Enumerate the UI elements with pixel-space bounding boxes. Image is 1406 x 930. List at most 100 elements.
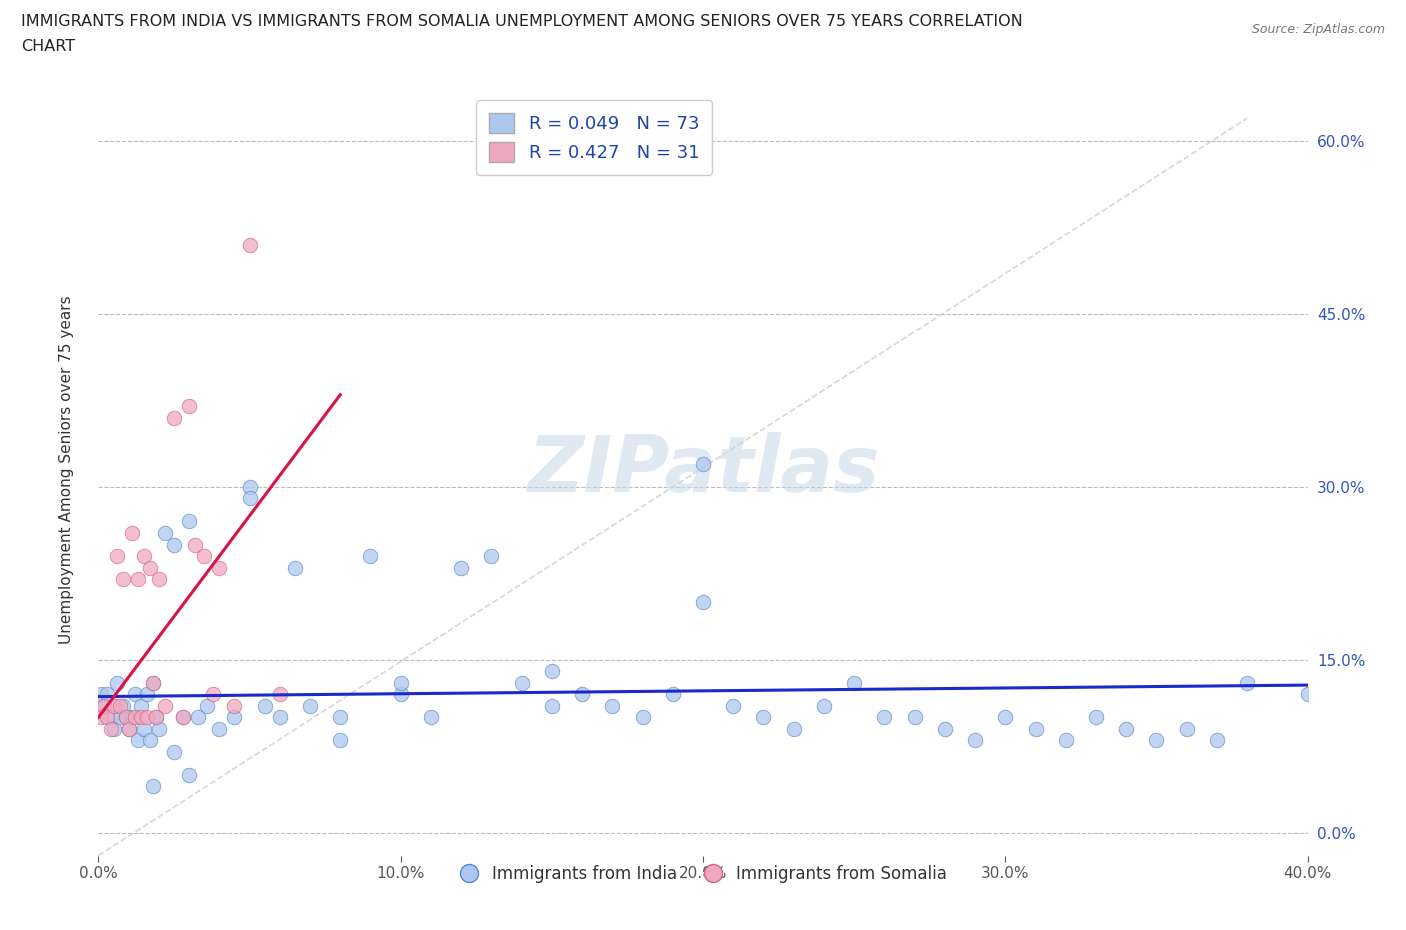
- Point: [142, 675, 165, 690]
- Point: [692, 457, 714, 472]
- Point: [108, 710, 131, 724]
- Point: [103, 698, 125, 713]
- Point: [934, 722, 956, 737]
- Point: [631, 710, 654, 724]
- Point: [1115, 722, 1137, 737]
- Point: [111, 572, 134, 587]
- Point: [602, 698, 624, 713]
- Point: [360, 549, 382, 564]
- Point: [145, 710, 167, 724]
- Point: [1144, 733, 1167, 748]
- Point: [540, 698, 562, 713]
- Point: [269, 687, 291, 702]
- Point: [994, 710, 1017, 724]
- Text: CHART: CHART: [21, 39, 75, 54]
- Point: [179, 514, 201, 529]
- Point: [269, 710, 291, 724]
- Point: [153, 525, 176, 540]
- Point: [1054, 733, 1077, 748]
- Text: IMMIGRANTS FROM INDIA VS IMMIGRANTS FROM SOMALIA UNEMPLOYMENT AMONG SENIORS OVER: IMMIGRANTS FROM INDIA VS IMMIGRANTS FROM…: [21, 14, 1022, 29]
- Point: [100, 710, 122, 724]
- Point: [661, 687, 683, 702]
- Point: [202, 687, 225, 702]
- Point: [224, 698, 246, 713]
- Point: [103, 722, 125, 737]
- Point: [179, 399, 201, 414]
- Point: [187, 710, 209, 724]
- Point: [148, 572, 170, 587]
- Point: [299, 698, 322, 713]
- Point: [1236, 675, 1258, 690]
- Point: [139, 560, 162, 575]
- Point: [510, 675, 533, 690]
- Point: [135, 687, 157, 702]
- Point: [142, 675, 165, 690]
- Point: [329, 733, 352, 748]
- Point: [481, 549, 503, 564]
- Point: [124, 687, 146, 702]
- Point: [129, 710, 152, 724]
- Point: [208, 560, 231, 575]
- Point: [163, 410, 186, 425]
- Point: [1024, 722, 1046, 737]
- Point: [239, 480, 262, 495]
- Point: [135, 710, 157, 724]
- Point: [132, 549, 155, 564]
- Point: [965, 733, 987, 748]
- Point: [118, 722, 141, 737]
- Point: [224, 710, 246, 724]
- Point: [90, 710, 112, 724]
- Point: [179, 767, 201, 782]
- Point: [127, 733, 149, 748]
- Point: [1296, 687, 1319, 702]
- Point: [844, 675, 866, 690]
- Point: [195, 698, 218, 713]
- Point: [124, 710, 146, 724]
- Point: [114, 710, 136, 724]
- Point: [118, 722, 141, 737]
- Point: [253, 698, 276, 713]
- Point: [752, 710, 775, 724]
- Point: [145, 710, 167, 724]
- Text: Source: ZipAtlas.com: Source: ZipAtlas.com: [1251, 23, 1385, 36]
- Point: [329, 710, 352, 724]
- Point: [723, 698, 745, 713]
- Point: [129, 698, 152, 713]
- Point: [904, 710, 927, 724]
- Point: [163, 538, 186, 552]
- Point: [193, 549, 215, 564]
- Text: ZIPatlas: ZIPatlas: [527, 432, 879, 508]
- Point: [450, 560, 472, 575]
- Point: [139, 733, 162, 748]
- Point: [540, 664, 562, 679]
- Point: [121, 710, 143, 724]
- Point: [208, 722, 231, 737]
- Point: [783, 722, 806, 737]
- Point: [571, 687, 593, 702]
- Point: [1085, 710, 1108, 724]
- Point: [172, 710, 194, 724]
- Y-axis label: Unemployment Among Seniors over 75 years: Unemployment Among Seniors over 75 years: [59, 296, 75, 644]
- Point: [96, 687, 118, 702]
- Point: [163, 745, 186, 760]
- Point: [873, 710, 896, 724]
- Point: [284, 560, 307, 575]
- Point: [93, 698, 115, 713]
- Point: [153, 698, 176, 713]
- Point: [239, 237, 262, 252]
- Point: [93, 698, 115, 713]
- Point: [420, 710, 443, 724]
- Point: [105, 675, 128, 690]
- Point: [389, 675, 412, 690]
- Point: [692, 594, 714, 609]
- Point: [114, 710, 136, 724]
- Point: [148, 722, 170, 737]
- Point: [100, 722, 122, 737]
- Point: [90, 687, 112, 702]
- Point: [813, 698, 835, 713]
- Point: [389, 687, 412, 702]
- Point: [111, 698, 134, 713]
- Point: [127, 572, 149, 587]
- Point: [105, 549, 128, 564]
- Point: [108, 698, 131, 713]
